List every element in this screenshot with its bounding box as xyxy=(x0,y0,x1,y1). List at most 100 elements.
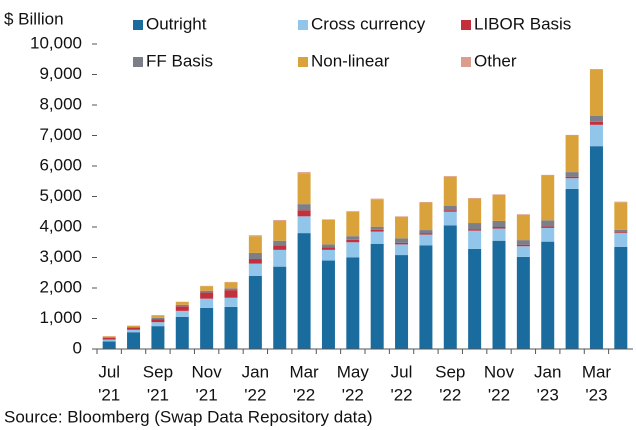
bar-segment xyxy=(175,316,189,349)
bar-segment xyxy=(175,304,189,307)
bar-segment xyxy=(297,233,311,349)
bar-segment xyxy=(248,259,262,264)
bar-segment xyxy=(175,310,189,317)
bar-segment xyxy=(248,236,262,253)
bar-segment xyxy=(565,172,579,177)
bar-segment xyxy=(492,240,506,349)
bar-segment xyxy=(492,194,506,221)
bar-segment xyxy=(346,236,360,240)
bar-segment xyxy=(200,298,214,308)
x-tick-label: Mar xyxy=(582,362,612,381)
bar-segment xyxy=(127,325,141,328)
x-tick-label: '23 xyxy=(537,385,559,404)
bar-segment xyxy=(589,115,603,122)
bar-segment xyxy=(102,337,116,338)
y-tick-label: 1,000 xyxy=(39,308,82,327)
bar-segment xyxy=(248,263,262,276)
x-tick-label: '22 xyxy=(488,385,510,404)
bar-segment xyxy=(346,211,360,237)
bar-segment xyxy=(200,292,214,299)
bar-segment xyxy=(419,245,433,349)
bar-segment xyxy=(151,319,165,323)
bar-segment xyxy=(492,228,506,241)
legend-label: LIBOR Basis xyxy=(474,14,571,33)
bar-segment xyxy=(102,339,116,342)
bar-segment xyxy=(273,220,287,241)
y-tick-label: 7,000 xyxy=(39,125,82,144)
legend-swatch xyxy=(133,20,143,30)
bar-segment xyxy=(370,231,384,244)
x-tick-label: Sep xyxy=(143,362,173,381)
bar-segment xyxy=(102,337,116,340)
bar-segment xyxy=(395,244,409,256)
legend-label: Outright xyxy=(146,14,207,33)
legend-label: Non-linear xyxy=(311,51,390,70)
x-tick-label: '21 xyxy=(98,385,120,404)
bar-segment xyxy=(127,327,141,328)
bar-segment xyxy=(516,214,530,215)
bar-segment xyxy=(273,219,287,221)
x-tick-label: '21 xyxy=(196,385,218,404)
bar-segment xyxy=(589,124,603,147)
bar-segment xyxy=(127,332,141,349)
bar-segment xyxy=(614,232,628,234)
bar-segment xyxy=(151,315,165,318)
bar-segment xyxy=(273,266,287,349)
bar-segment xyxy=(297,216,311,234)
bar-segment xyxy=(395,242,409,245)
x-tick-label: Jul xyxy=(391,362,413,381)
bar-segment xyxy=(468,223,482,230)
bar-segment xyxy=(370,199,384,227)
bar-segment xyxy=(321,247,335,250)
legend-swatch xyxy=(461,57,471,67)
bar-segment xyxy=(516,244,530,247)
bar-segment xyxy=(443,210,457,212)
bar-segment xyxy=(565,135,579,173)
legend-swatch xyxy=(461,20,471,30)
bar-segment xyxy=(321,260,335,349)
x-tick-label: May xyxy=(337,362,370,381)
y-tick-label: 9,000 xyxy=(39,64,82,83)
bar-segment xyxy=(151,317,165,320)
bar-segment xyxy=(589,69,603,116)
bar-segment xyxy=(443,225,457,349)
bar-segment xyxy=(468,198,482,199)
y-tick-label: 10,000 xyxy=(30,33,82,52)
bar-segment xyxy=(614,202,628,230)
bar-segment xyxy=(395,255,409,349)
bar-segment xyxy=(273,240,287,246)
bar-segment xyxy=(468,230,482,249)
x-tick-label: Nov xyxy=(484,362,515,381)
y-tick-label: 3,000 xyxy=(39,247,82,266)
bar-segment xyxy=(297,204,311,211)
bar-segment xyxy=(321,244,335,248)
bar-segment xyxy=(614,246,628,349)
bar-segment xyxy=(346,257,360,349)
y-axis-label: $ Billion xyxy=(4,9,64,28)
y-tick-label: 5,000 xyxy=(39,186,82,205)
bar-segment xyxy=(565,134,579,136)
bar-segment xyxy=(468,248,482,349)
bar-segment xyxy=(541,174,555,176)
bar-segment xyxy=(175,306,189,311)
bar-segment xyxy=(370,198,384,200)
legend-label: Cross currency xyxy=(311,14,426,33)
bar-segment xyxy=(224,290,238,298)
bar-segment xyxy=(321,249,335,261)
x-tick-label: '23 xyxy=(585,385,607,404)
bar-segment xyxy=(297,172,311,174)
bar-segment xyxy=(516,246,530,257)
bar-segment xyxy=(200,286,214,291)
bar-segment xyxy=(541,175,555,221)
x-tick-label: '22 xyxy=(390,385,412,404)
bar-segment xyxy=(224,288,238,291)
bar-segment xyxy=(419,233,433,235)
bar-segment xyxy=(127,329,141,333)
bar-segment xyxy=(273,249,287,267)
bar-segment xyxy=(297,173,311,205)
bar-segment xyxy=(541,226,555,228)
y-tick-label: 4,000 xyxy=(39,216,82,235)
bar-segment xyxy=(248,235,262,237)
x-tick-label: '22 xyxy=(244,385,266,404)
bar-segment xyxy=(248,252,262,260)
